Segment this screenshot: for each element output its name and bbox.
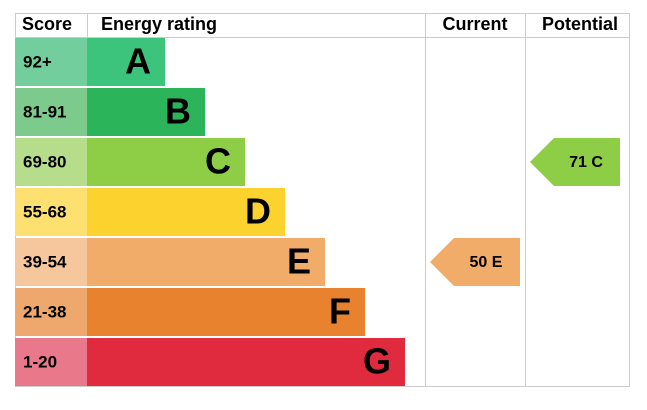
score-cell <box>15 88 87 136</box>
score-cell <box>15 288 87 336</box>
rating-bar <box>87 238 325 286</box>
score-label: 55-68 <box>23 202 66 221</box>
rating-letter: F <box>329 291 351 332</box>
current-value: 50 <box>470 254 488 271</box>
score-cell <box>15 38 87 86</box>
rating-letter: D <box>245 191 271 232</box>
score-cell <box>15 138 87 186</box>
current-label: 50 E <box>470 254 503 271</box>
score-cell <box>15 188 87 236</box>
score-label: 81-91 <box>23 102 66 121</box>
header-current: Current <box>442 14 507 34</box>
header-rating: Energy rating <box>101 14 217 34</box>
rating-letter: A <box>125 41 151 82</box>
score-label: 92+ <box>23 52 52 71</box>
potential-letter: C <box>591 154 603 171</box>
rating-bar <box>87 38 165 86</box>
potential-arrow <box>530 138 620 186</box>
score-label: 69-80 <box>23 152 66 171</box>
rating-bar <box>87 88 205 136</box>
score-label: 39-54 <box>23 252 67 271</box>
current-letter: E <box>492 254 503 271</box>
header-score: Score <box>22 14 72 34</box>
rating-bar <box>87 338 405 386</box>
rating-bar <box>87 188 285 236</box>
score-label: 1-20 <box>23 352 57 371</box>
rating-bar <box>87 288 365 336</box>
rating-letter: C <box>205 141 231 182</box>
potential-label: 71 C <box>569 154 603 171</box>
score-label: 21-38 <box>23 302 66 321</box>
current-arrow <box>430 238 520 286</box>
score-cell <box>15 238 87 286</box>
header-potential: Potential <box>542 14 618 34</box>
rating-letter: B <box>165 91 191 132</box>
potential-value: 71 <box>569 154 587 171</box>
rating-letter: E <box>287 241 311 282</box>
score-cell <box>15 338 87 386</box>
rating-letter: G <box>363 341 391 382</box>
rating-bar <box>87 138 245 186</box>
